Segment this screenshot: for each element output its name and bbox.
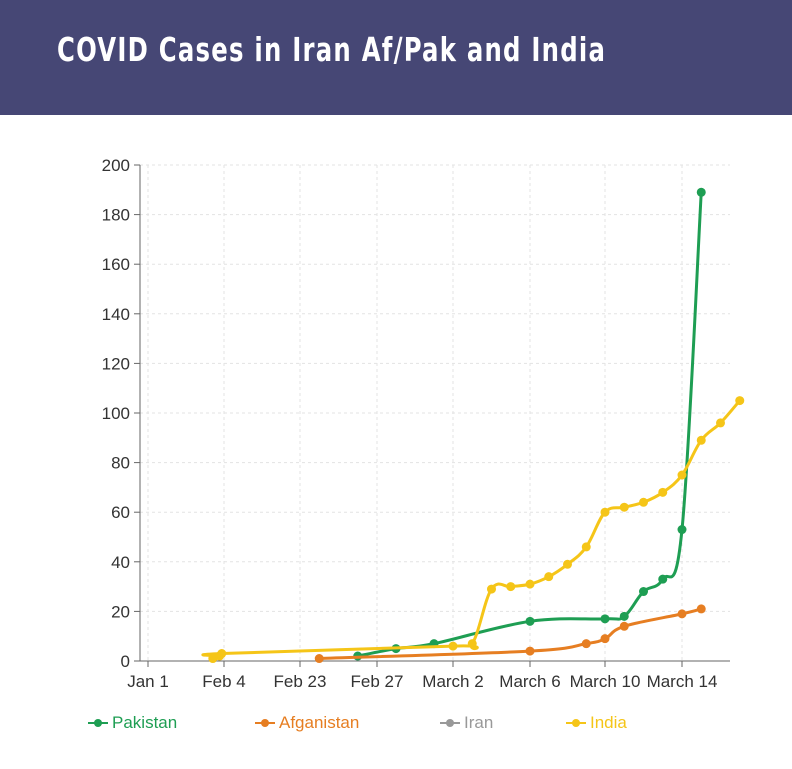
legend-label: Afganistan [279, 713, 360, 732]
x-tick-label: March 10 [570, 672, 641, 691]
legend-item-afganistan[interactable]: Afganistan [255, 712, 359, 734]
data-point-pakistan [677, 525, 687, 535]
data-point-pakistan [658, 574, 668, 584]
data-point-india [506, 582, 516, 592]
y-tick-label: 200 [102, 156, 130, 175]
data-point-afganistan [677, 609, 687, 619]
data-point-india [619, 502, 629, 512]
y-tick-label: 40 [111, 553, 130, 572]
data-point-india [217, 649, 227, 659]
data-point-india [581, 542, 591, 552]
legend-marker-icon [88, 718, 108, 728]
y-tick-label: 160 [102, 255, 130, 274]
legend-marker-icon [566, 718, 586, 728]
legend-marker-icon [255, 718, 275, 728]
data-point-india [600, 507, 610, 517]
data-point-pakistan [600, 614, 610, 624]
legend-label: India [590, 713, 627, 732]
header-banner: COVID Cases in Iran Af/Pak and India [0, 0, 792, 115]
data-point-afganistan [314, 654, 324, 664]
x-tick-label: Feb 27 [351, 672, 404, 691]
legend-marker-icon [440, 718, 460, 728]
x-tick-label: Jan 1 [127, 672, 169, 691]
data-point-pakistan [639, 587, 648, 597]
legend-item-pakistan[interactable]: Pakistan [88, 712, 177, 734]
y-tick-label: 140 [102, 305, 130, 324]
data-point-pakistan [696, 187, 706, 197]
data-point-afganistan [619, 621, 629, 631]
y-tick-label: 180 [102, 206, 130, 225]
y-tick-label: 120 [102, 354, 130, 373]
data-point-india [487, 584, 496, 594]
data-point-afganistan [600, 634, 610, 644]
legend-item-iran[interactable]: Iran [440, 712, 493, 734]
data-point-pakistan [525, 616, 535, 626]
y-tick-label: 20 [111, 602, 130, 621]
page-title: COVID Cases in Iran Af/Pak and India [57, 30, 607, 69]
y-tick-label: 0 [121, 652, 130, 671]
x-tick-label: March 2 [422, 672, 483, 691]
data-point-india [544, 572, 554, 582]
data-point-india [696, 435, 706, 445]
data-point-india [639, 497, 648, 507]
data-point-india [563, 559, 572, 569]
data-point-afganistan [581, 639, 591, 649]
data-point-india [467, 639, 477, 649]
y-tick-label: 80 [111, 454, 130, 473]
chart-legend: Pakistan Afganistan Iran India [0, 712, 792, 736]
data-point-afganistan [696, 604, 706, 614]
data-point-india [716, 418, 725, 428]
x-tick-label: March 6 [499, 672, 560, 691]
x-tick-label: March 14 [647, 672, 718, 691]
data-point-india [677, 470, 687, 480]
data-point-pakistan [619, 611, 629, 621]
data-point-india [735, 396, 745, 406]
legend-label: Pakistan [112, 713, 178, 732]
legend-item-india[interactable]: India [566, 712, 627, 734]
data-point-afganistan [525, 646, 535, 656]
y-tick-label: 100 [102, 404, 130, 423]
data-point-india [658, 487, 668, 497]
y-tick-label: 60 [111, 503, 130, 522]
x-tick-label: Feb 4 [202, 672, 245, 691]
legend-label: Iran [464, 713, 494, 732]
data-point-india [525, 579, 535, 589]
x-tick-label: Feb 23 [274, 672, 327, 691]
data-point-india [448, 641, 458, 651]
